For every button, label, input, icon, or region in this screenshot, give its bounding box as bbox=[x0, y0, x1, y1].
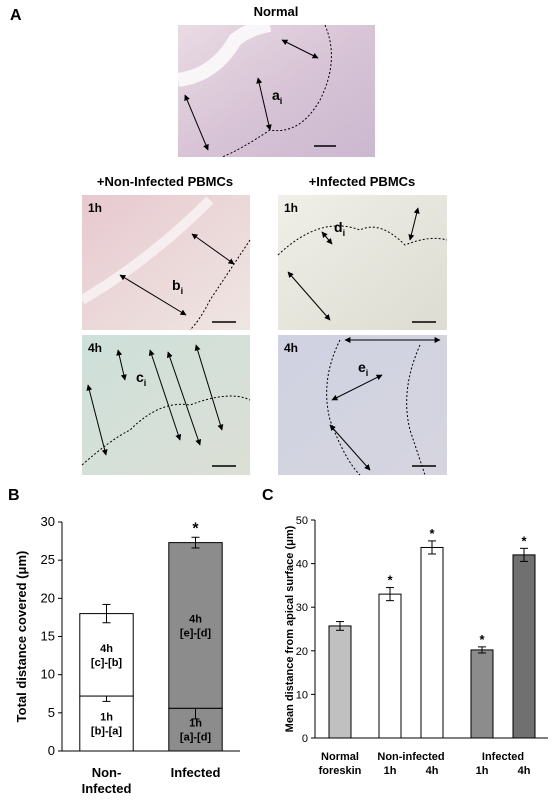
significance: * bbox=[521, 533, 527, 548]
y-axis-title: Mean distance from apical surface (μm) bbox=[284, 525, 296, 732]
arrow-label-subscript: i bbox=[181, 286, 184, 296]
y-tick-label: 30 bbox=[296, 602, 308, 614]
bar bbox=[378, 593, 402, 739]
bar bbox=[420, 546, 444, 739]
significance: * bbox=[429, 526, 435, 541]
y-tick-label: 40 bbox=[296, 559, 308, 571]
y-tick-label: 10 bbox=[296, 689, 308, 701]
y-tick-label: 0 bbox=[302, 733, 308, 745]
bar bbox=[470, 649, 494, 739]
time-label: 4h bbox=[88, 341, 102, 355]
significance: * bbox=[387, 573, 393, 588]
bar-segment bbox=[79, 613, 134, 697]
segment-label: [c]-[b] bbox=[91, 657, 122, 669]
arrow-label: ai bbox=[272, 87, 282, 106]
y-tick-label: 5 bbox=[48, 705, 55, 720]
segment-label: [b]-[a] bbox=[91, 726, 122, 738]
micrograph bbox=[277, 195, 448, 330]
arrow-label-letter: e bbox=[358, 359, 366, 375]
y-tick-label: 10 bbox=[41, 667, 55, 682]
arrow-label: ei bbox=[358, 359, 368, 378]
time-label: 1h bbox=[284, 201, 298, 215]
arrow-label-letter: a bbox=[272, 87, 280, 103]
x-tick-label: 4h bbox=[518, 765, 531, 777]
micrograph bbox=[79, 195, 251, 331]
arrow-label-letter: b bbox=[172, 277, 181, 293]
y-tick-label: 15 bbox=[41, 629, 55, 644]
y-tick-label: 30 bbox=[41, 514, 55, 529]
bar bbox=[328, 625, 352, 739]
segment-label: [a]-[d] bbox=[180, 732, 211, 744]
micrograph bbox=[176, 18, 375, 158]
panel-label: B bbox=[8, 487, 20, 504]
x-tick-label: Infected bbox=[171, 765, 221, 780]
arrow-label-subscript: i bbox=[343, 228, 346, 238]
micrograph bbox=[278, 335, 447, 476]
x-tick-label: foreskin bbox=[319, 765, 362, 777]
arrow-label-subscript: i bbox=[366, 368, 369, 378]
y-tick-label: 20 bbox=[41, 590, 55, 605]
time-label: 1h bbox=[88, 201, 102, 215]
significance: * bbox=[192, 520, 199, 537]
y-axis-title: Total distance covered (μm) bbox=[14, 551, 29, 723]
arrow-label-letter: c bbox=[136, 369, 144, 385]
arrow-label-subscript: i bbox=[144, 378, 147, 388]
arrow-label: ci bbox=[136, 369, 146, 388]
panel-label: C bbox=[262, 487, 274, 504]
y-tick-label: 0 bbox=[48, 743, 55, 758]
x-tick-label: 4h bbox=[426, 765, 439, 777]
segment-name: 1h bbox=[189, 718, 202, 730]
time-label: 4h bbox=[284, 341, 298, 355]
x-tick-label: Infected bbox=[82, 781, 132, 796]
group-label: Normal bbox=[321, 751, 359, 763]
significance: * bbox=[479, 632, 485, 647]
arrow-label-subscript: i bbox=[280, 96, 283, 106]
arrow-label-letter: d bbox=[334, 219, 343, 235]
panel-title: Normal bbox=[254, 4, 299, 19]
group-label: Infected bbox=[482, 751, 524, 763]
group-label: Non-infected bbox=[377, 751, 444, 763]
column-header: +Infected PBMCs bbox=[309, 174, 416, 189]
arrow-label: di bbox=[334, 219, 345, 238]
segment-label: [e]-[d] bbox=[180, 627, 211, 639]
column-header: +Non-Infected PBMCs bbox=[97, 174, 233, 189]
bar-segment bbox=[79, 695, 134, 752]
x-tick-label: 1h bbox=[476, 765, 489, 777]
x-tick-label: Non- bbox=[92, 765, 122, 780]
segment-name: 4h bbox=[100, 643, 113, 655]
arrow-label: bi bbox=[172, 277, 183, 296]
y-tick-label: 20 bbox=[296, 646, 308, 658]
bar bbox=[512, 554, 536, 739]
micrograph bbox=[81, 335, 251, 475]
bar-segment bbox=[168, 542, 223, 709]
y-tick-label: 25 bbox=[41, 552, 55, 567]
panel-label: A bbox=[10, 7, 22, 24]
segment-name: 4h bbox=[189, 613, 202, 625]
y-tick-label: 50 bbox=[296, 515, 308, 527]
x-tick-label: 1h bbox=[384, 765, 397, 777]
segment-name: 1h bbox=[100, 712, 113, 724]
